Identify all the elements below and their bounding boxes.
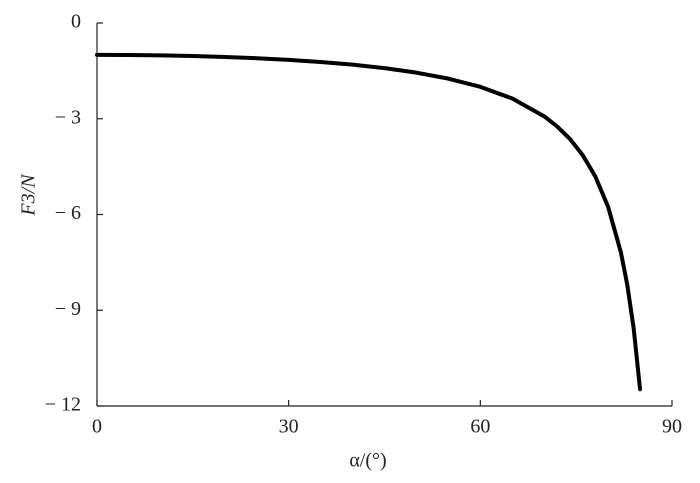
x-axis-label: α/(°): [349, 450, 386, 472]
line: [95, 52, 643, 392]
y-tick-label: − 6: [55, 202, 81, 224]
x-tick-label: 60: [470, 416, 490, 438]
x-tick-label: 30: [279, 416, 299, 438]
y-tick-label: − 12: [45, 394, 81, 416]
y-tick-label: − 3: [55, 106, 81, 128]
x-tick-label: 0: [92, 416, 102, 438]
y-tick-label: − 9: [55, 298, 81, 320]
x-tick-label: 90: [662, 416, 682, 438]
y-axis-label: F3/N: [18, 173, 40, 217]
y-tick-label: 0: [71, 11, 81, 33]
